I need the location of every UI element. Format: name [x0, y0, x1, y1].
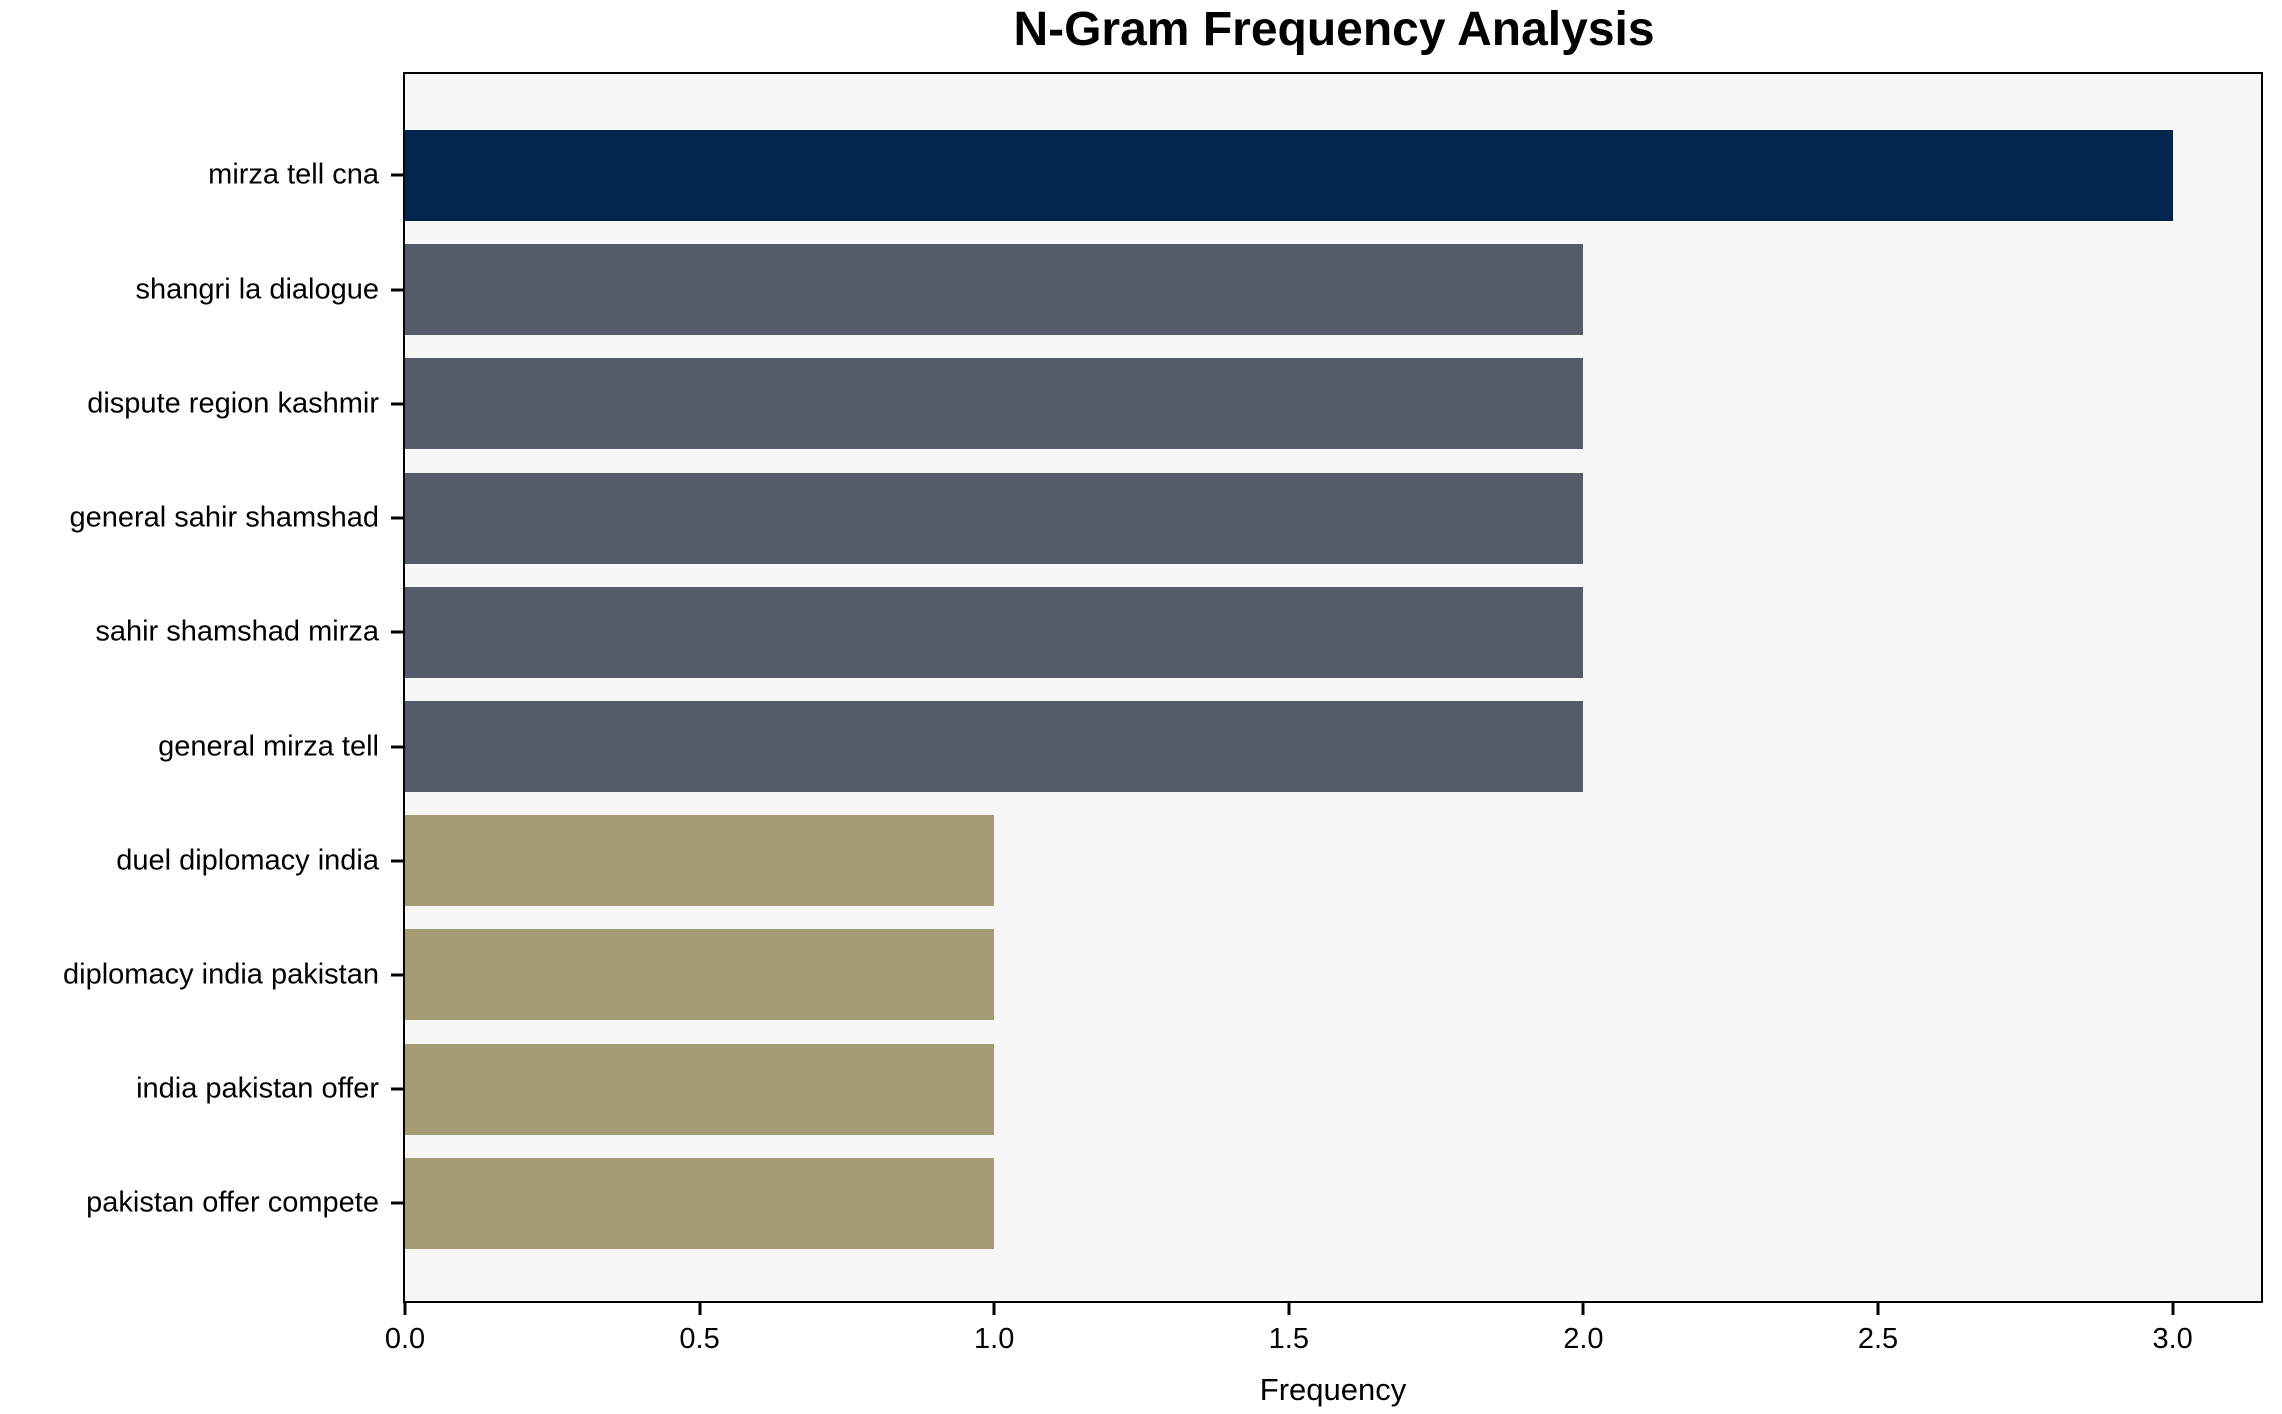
bar-diplomacy-india-pakistan: [405, 929, 995, 1021]
bar-india-pakistan-offer: [405, 1043, 995, 1135]
x-tick-mark: [403, 1303, 407, 1315]
x-tick-label: 0.0: [384, 1323, 426, 1355]
y-tick-label: general sahir shamshad: [69, 501, 379, 534]
x-tick-label: 2.0: [1563, 1323, 1604, 1355]
y-tick-mark: [391, 859, 403, 863]
x-tick-label: 1.5: [1268, 1323, 1309, 1355]
y-tick-mark: [391, 973, 403, 977]
y-tick-label: general mirza tell: [158, 730, 379, 762]
y-tick-mark: [391, 173, 403, 177]
y-tick-mark: [391, 630, 403, 634]
bar-pakistan-offer-compete: [405, 1157, 995, 1249]
y-tick-mark: [391, 1201, 403, 1205]
chart-title: N-Gram Frequency Analysis: [1013, 3, 1655, 56]
x-tick-label: 0.5: [679, 1323, 720, 1355]
bar-sahir-shamshad-mirza: [405, 586, 1584, 678]
x-axis-title: Frequency: [1259, 1372, 1407, 1407]
bar-general-sahir-shamshad: [405, 472, 1584, 564]
x-tick-mark: [1876, 1303, 1880, 1315]
plot-area: mirza tell cna shangri la dialogue dispute…: [63, 72, 2263, 1355]
bar-general-mirza-tell: [405, 700, 1584, 792]
y-tick-label: shangri la dialogue: [135, 273, 379, 306]
x-tick-label: 3.0: [2152, 1323, 2193, 1355]
y-tick-mark: [391, 288, 403, 292]
y-tick-label: sahir shamshad mirza: [95, 615, 379, 648]
bar-mirza-tell-cna: [405, 130, 2173, 221]
x-tick-mark: [2171, 1303, 2175, 1315]
y-tick-mark: [391, 516, 403, 520]
bar-dispute-region-kashmir: [405, 358, 1584, 450]
x-tick-mark: [698, 1303, 702, 1315]
y-tick-label: dispute region kashmir: [87, 387, 379, 420]
x-tick-mark: [1287, 1303, 1291, 1315]
y-tick-mark: [391, 1087, 403, 1091]
bar-duel-diplomacy-india: [405, 815, 995, 907]
x-tick-label: 1.0: [974, 1323, 1015, 1355]
x-tick-label: 2.5: [1857, 1323, 1899, 1355]
y-tick-label: duel diplomacy india: [116, 844, 379, 877]
y-tick-mark: [391, 745, 403, 748]
y-tick-label: mirza tell cna: [208, 158, 379, 191]
y-tick-mark: [391, 402, 403, 406]
x-tick-mark: [992, 1303, 996, 1315]
y-tick-label: india pakistan offer: [136, 1072, 379, 1105]
bar-shangri-la-dialogue: [405, 244, 1584, 336]
x-tick-mark: [1581, 1303, 1585, 1315]
y-tick-label: diplomacy india pakistan: [63, 958, 379, 991]
y-tick-label: pakistan offer compete: [86, 1186, 379, 1219]
